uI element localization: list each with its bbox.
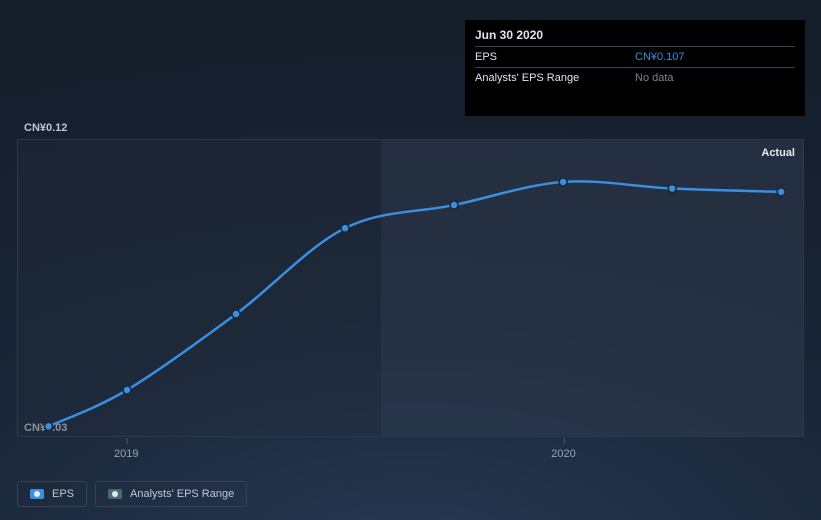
x-axis-tick: 2019: [114, 448, 138, 460]
x-axis-tick: 2020: [551, 448, 575, 460]
eps-line: [49, 181, 782, 426]
legend-label-eps: EPS: [52, 488, 74, 500]
legend-item-range[interactable]: Analysts' EPS Range: [95, 481, 247, 507]
tooltip-row-label: EPS: [475, 51, 635, 63]
tooltip-row-value: No data: [635, 72, 795, 84]
eps-point[interactable]: [232, 310, 240, 318]
eps-point[interactable]: [45, 422, 53, 430]
eps-point[interactable]: [559, 178, 567, 186]
eps-point[interactable]: [341, 224, 349, 232]
y-axis-label-top: CN¥0.12: [24, 122, 67, 134]
eps-point[interactable]: [450, 201, 458, 209]
line-chart-svg: [18, 139, 803, 436]
tooltip-row-label: Analysts' EPS Range: [475, 72, 635, 84]
legend-label-range: Analysts' EPS Range: [130, 488, 234, 500]
legend-swatch-range: [108, 489, 122, 499]
legend-item-eps[interactable]: EPS: [17, 481, 87, 507]
tooltip-row-eps: EPS CN¥0.107: [475, 46, 795, 67]
eps-point[interactable]: [123, 386, 131, 394]
eps-point[interactable]: [668, 185, 676, 193]
legend-swatch-eps: [30, 489, 44, 499]
tooltip: Jun 30 2020 EPS CN¥0.107 Analysts' EPS R…: [465, 20, 805, 116]
x-axis: 2019 2020: [17, 448, 804, 468]
tooltip-row-value: CN¥0.107: [635, 51, 795, 63]
legend: EPS Analysts' EPS Range: [17, 481, 247, 507]
plot-area[interactable]: Actual: [17, 139, 804, 437]
tooltip-row-range: Analysts' EPS Range No data: [475, 67, 795, 88]
tooltip-title: Jun 30 2020: [475, 28, 795, 42]
eps-point[interactable]: [777, 188, 785, 196]
